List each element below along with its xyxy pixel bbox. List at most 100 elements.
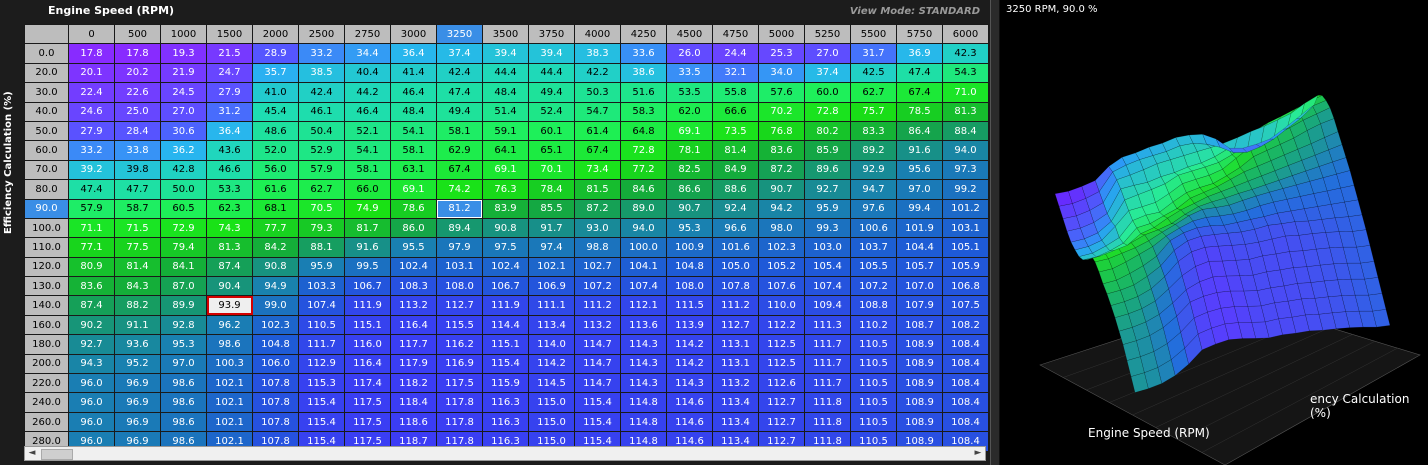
- table-cell[interactable]: 43.6: [206, 140, 253, 161]
- table-cell[interactable]: 21.9: [160, 62, 207, 84]
- column-header-rpm[interactable]: 3750: [528, 23, 575, 45]
- table-cell[interactable]: 106.0: [252, 353, 299, 375]
- table-cell[interactable]: 108.8: [850, 295, 897, 316]
- table-cell[interactable]: 74.9: [344, 198, 391, 219]
- table-cell[interactable]: 107.4: [298, 295, 345, 316]
- row-header-load[interactable]: 90.0: [24, 198, 69, 219]
- table-cell[interactable]: 84.1: [160, 256, 207, 278]
- table-cell[interactable]: 92.9: [850, 159, 897, 181]
- table-cell[interactable]: 92.4: [712, 198, 759, 219]
- table-cell[interactable]: 112.2: [758, 314, 805, 336]
- table-cell[interactable]: 102.1: [206, 373, 253, 394]
- table-cell[interactable]: 111.7: [804, 373, 851, 394]
- table-cell[interactable]: 62.7: [850, 82, 897, 103]
- horizontal-scrollbar[interactable]: ◄ ►: [24, 446, 986, 461]
- table-cell[interactable]: 107.0: [896, 276, 943, 297]
- table-cell[interactable]: 52.4: [528, 101, 575, 122]
- table-cell[interactable]: 91.7: [528, 217, 575, 239]
- table-cell[interactable]: 50.3: [574, 82, 621, 103]
- table-cell[interactable]: 115.4: [574, 411, 621, 433]
- table-cell[interactable]: 54.3: [942, 62, 989, 84]
- table-cell[interactable]: 111.9: [482, 295, 529, 316]
- table-cell[interactable]: 117.4: [344, 373, 391, 394]
- table-cell[interactable]: 72.8: [620, 140, 667, 161]
- table-cell[interactable]: 100.9: [666, 237, 713, 258]
- table-cell[interactable]: 110.0: [758, 295, 805, 316]
- table-cell[interactable]: 97.3: [942, 159, 989, 181]
- table-cell[interactable]: 115.4: [482, 353, 529, 375]
- table-cell[interactable]: 115.4: [298, 411, 345, 433]
- table-cell[interactable]: 87.2: [574, 198, 621, 219]
- table-cell[interactable]: 111.1: [528, 295, 575, 316]
- table-cell[interactable]: 95.5: [390, 237, 437, 258]
- table-cell[interactable]: 116.2: [436, 334, 483, 355]
- column-header-rpm[interactable]: 500: [114, 23, 161, 45]
- scroll-left-icon[interactable]: ◄: [28, 448, 36, 458]
- column-header-rpm[interactable]: 3250: [436, 23, 483, 45]
- column-header-rpm[interactable]: 5250: [804, 23, 851, 45]
- table-cell[interactable]: 101.2: [942, 198, 989, 219]
- column-header-rpm[interactable]: 4250: [620, 23, 667, 45]
- table-cell[interactable]: 73.5: [712, 120, 759, 142]
- table-cell[interactable]: 77.2: [620, 159, 667, 181]
- table-cell[interactable]: 62.0: [666, 101, 713, 122]
- panel-splitter[interactable]: [990, 0, 1000, 465]
- row-header-load[interactable]: 220.0: [24, 373, 69, 394]
- table-cell[interactable]: 20.1: [68, 62, 115, 84]
- table-cell[interactable]: 88.1: [298, 237, 345, 258]
- table-cell[interactable]: 20.2: [114, 62, 161, 84]
- table-cell[interactable]: 117.5: [344, 411, 391, 433]
- column-header-rpm[interactable]: 4000: [574, 23, 621, 45]
- table-cell[interactable]: 111.9: [344, 295, 391, 316]
- table-cell[interactable]: 51.6: [620, 82, 667, 103]
- table-cell[interactable]: 67.4: [896, 82, 943, 103]
- table-cell[interactable]: 98.8: [574, 237, 621, 258]
- table-cell[interactable]: 108.3: [390, 276, 437, 297]
- table-cell[interactable]: 33.8: [114, 140, 161, 161]
- row-header-load[interactable]: 110.0: [24, 237, 69, 258]
- table-cell[interactable]: 96.9: [114, 373, 161, 394]
- column-header-rpm[interactable]: 5000: [758, 23, 805, 45]
- table-cell[interactable]: 103.7: [850, 237, 897, 258]
- table-cell[interactable]: 84.2: [252, 237, 299, 258]
- table-cell[interactable]: 33.5: [666, 62, 713, 84]
- table-cell[interactable]: 98.0: [758, 217, 805, 239]
- table-cell[interactable]: 102.7: [574, 256, 621, 278]
- table-cell[interactable]: 42.4: [436, 62, 483, 84]
- table-cell[interactable]: 89.9: [160, 295, 207, 316]
- table-cell[interactable]: 113.1: [712, 334, 759, 355]
- table-cell[interactable]: 52.1: [344, 120, 391, 142]
- table-cell[interactable]: 42.5: [850, 62, 897, 84]
- table-cell[interactable]: 115.0: [528, 411, 575, 433]
- table-cell[interactable]: 78.6: [390, 198, 437, 219]
- table-cell[interactable]: 112.6: [758, 373, 805, 394]
- table-cell[interactable]: 36.9: [896, 43, 943, 64]
- table-cell[interactable]: 107.2: [850, 276, 897, 297]
- table-cell[interactable]: 97.5: [482, 237, 529, 258]
- table-cell[interactable]: 115.1: [344, 314, 391, 336]
- row-header-load[interactable]: 40.0: [24, 101, 69, 122]
- table-cell[interactable]: 90.7: [758, 179, 805, 200]
- table-cell[interactable]: 53.3: [206, 179, 253, 200]
- table-cell[interactable]: 81.3: [942, 101, 989, 122]
- table-cell[interactable]: 54.1: [390, 120, 437, 142]
- table-cell[interactable]: 108.4: [942, 392, 989, 413]
- table-cell[interactable]: 97.9: [436, 237, 483, 258]
- table-cell[interactable]: 100.6: [850, 217, 897, 239]
- table-cell[interactable]: 117.9: [390, 353, 437, 375]
- table-cell[interactable]: 92.8: [160, 314, 207, 336]
- table-cell[interactable]: 66.0: [344, 179, 391, 200]
- table-cell[interactable]: 113.2: [390, 295, 437, 316]
- table-cell[interactable]: 46.4: [344, 101, 391, 122]
- table-cell[interactable]: 115.0: [528, 392, 575, 413]
- table-cell[interactable]: 112.7: [758, 411, 805, 433]
- column-header-rpm[interactable]: 3000: [390, 23, 437, 45]
- table-cell[interactable]: 33.6: [620, 43, 667, 64]
- row-header-load[interactable]: 130.0: [24, 276, 69, 297]
- table-cell[interactable]: 80.9: [68, 256, 115, 278]
- table-cell[interactable]: 107.2: [574, 276, 621, 297]
- table-cell[interactable]: 97.6: [850, 198, 897, 219]
- table-cell[interactable]: 99.0: [252, 295, 299, 316]
- table-cell[interactable]: 114.7: [574, 334, 621, 355]
- scroll-thumb[interactable]: [41, 449, 73, 460]
